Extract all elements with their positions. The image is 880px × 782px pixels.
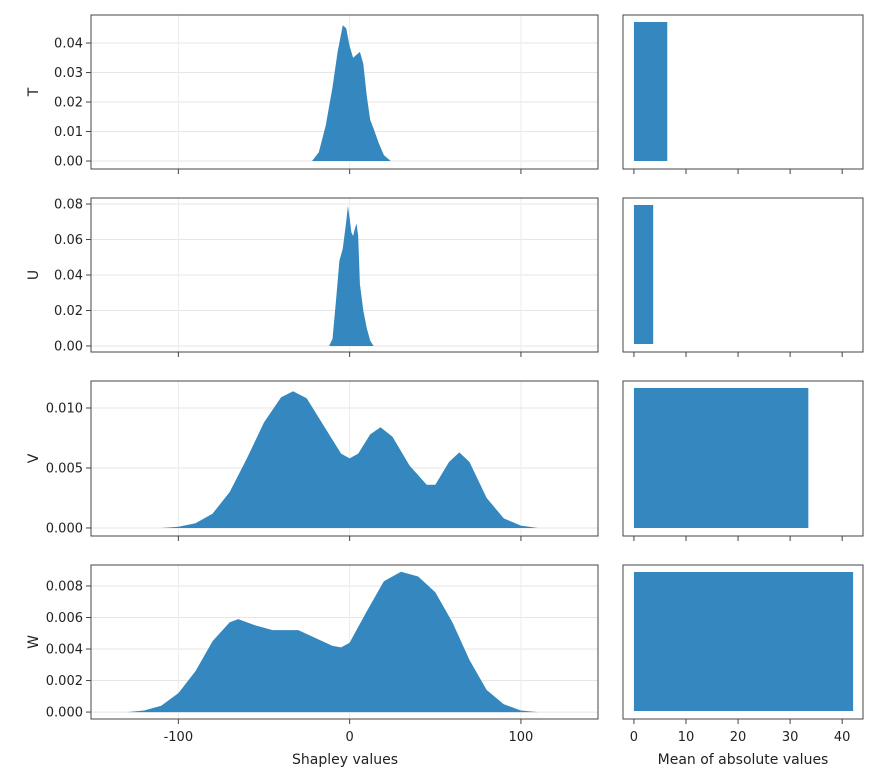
bar-U <box>633 205 654 344</box>
y-tick-label: 0.03 <box>54 66 83 81</box>
row-U: 0.00 0.02 0.04 0.06 0.08 U <box>26 197 864 357</box>
y-tick-label: 0.08 <box>54 198 83 213</box>
x-axis-label-left: Shapley values <box>292 752 398 768</box>
x-tick-label: 0 <box>630 730 638 745</box>
density-area-V <box>161 391 539 528</box>
x-tick-label: 0 <box>345 730 353 745</box>
bar-W <box>633 572 854 711</box>
y-axis-label-U: U <box>26 270 42 280</box>
y-tick-label: 0.006 <box>46 611 83 626</box>
y-tick-label: 0.008 <box>46 579 83 594</box>
y-tick-label: 0.002 <box>46 674 83 689</box>
y-axis-label-W: W <box>26 635 42 649</box>
density-frame <box>90 380 599 537</box>
bar-frame <box>622 564 864 720</box>
y-tick-label: 0.04 <box>54 269 83 284</box>
bar-frame <box>622 197 864 353</box>
x-tick-label: 30 <box>782 730 799 745</box>
x-tick-label: 40 <box>834 730 851 745</box>
density-frame <box>90 564 599 720</box>
x-tick-label: -100 <box>164 730 194 745</box>
y-tick-label: 0.01 <box>54 125 83 140</box>
x-tick-label: 20 <box>730 730 747 745</box>
row-W: 0.000 0.002 0.004 0.006 0.008 W <box>26 564 864 724</box>
y-axis-label-V: V <box>26 453 42 463</box>
y-axis-label-T: T <box>26 87 42 97</box>
x-tick-label: 10 <box>678 730 695 745</box>
density-area-U <box>329 205 374 346</box>
y-tick-label: 0.06 <box>54 233 83 248</box>
y-tick-label: 0.02 <box>54 96 83 111</box>
y-tick-label: 0.005 <box>46 461 83 476</box>
x-tick-label: 100 <box>509 730 534 745</box>
bar-frame <box>622 380 864 537</box>
y-tick-label: 0.004 <box>46 643 83 658</box>
y-tick-label: 0.04 <box>54 37 83 52</box>
density-area-W <box>126 571 539 713</box>
density-frame <box>90 14 599 170</box>
y-tick-label: 0.00 <box>54 155 83 170</box>
row-T: 0.00 0.01 0.02 0.03 0.04 T <box>26 14 864 174</box>
y-tick-label: 0.000 <box>46 706 83 721</box>
y-tick-label: 0.02 <box>54 304 83 319</box>
density-area-T <box>311 25 391 162</box>
y-tick-label: 0.000 <box>46 521 83 536</box>
x-axis-label-right: Mean of absolute values <box>658 752 829 768</box>
bar-T <box>633 22 668 161</box>
row-V: 0.000 0.005 0.010 V <box>26 380 864 541</box>
bar-V <box>633 388 809 528</box>
y-tick-label: 0.010 <box>46 401 83 416</box>
bar-frame <box>622 14 864 170</box>
y-tick-label: 0.00 <box>54 339 83 354</box>
